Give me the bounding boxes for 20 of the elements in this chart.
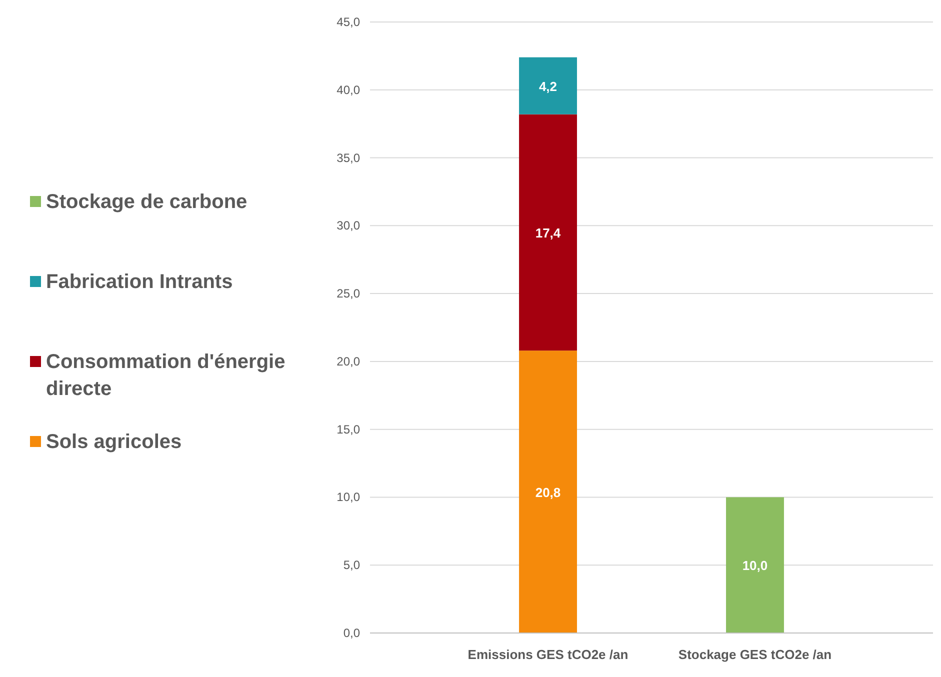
legend-label: Fabrication Intrants <box>46 271 233 293</box>
x-tick-label: Emissions GES tCO2e /an <box>468 647 628 662</box>
y-tick-label: 45,0 <box>336 15 360 29</box>
y-tick-label: 15,0 <box>336 422 360 436</box>
y-tick-label: 30,0 <box>336 218 360 233</box>
data-label: 20,8 <box>535 484 561 500</box>
data-label: 10,0 <box>742 558 768 574</box>
legend-label: Consommation d'énergie directe <box>46 351 286 400</box>
y-tick-label: 5,0 <box>343 558 360 572</box>
y-tick-label: 35,0 <box>336 150 360 165</box>
data-label: 4,2 <box>538 78 558 94</box>
y-tick-label: 0,0 <box>343 626 360 640</box>
x-tick-label: Stockage GES tCO2e /an <box>678 647 832 662</box>
y-tick-label: 25,0 <box>336 286 360 301</box>
y-tick-label: 40,0 <box>336 82 360 97</box>
y-tick-label: 20,0 <box>336 354 360 368</box>
legend-label: Sols agricoles <box>46 431 182 453</box>
data-label: 17,4 <box>535 225 562 240</box>
legend-label: Stockage de carbone <box>46 191 248 213</box>
y-tick-label: 10,0 <box>336 490 360 504</box>
